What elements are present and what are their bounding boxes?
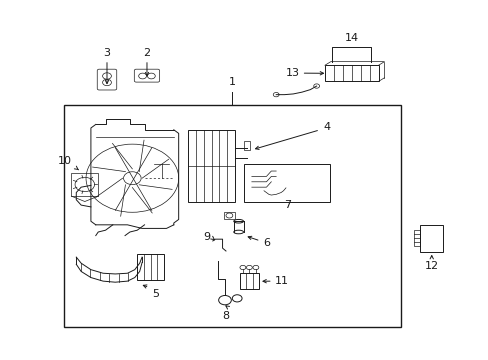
Text: 6: 6 xyxy=(263,238,269,248)
Bar xyxy=(419,225,443,252)
Text: 14: 14 xyxy=(344,33,358,43)
Bar xyxy=(244,141,250,150)
Bar xyxy=(71,173,98,196)
Bar xyxy=(244,164,329,202)
Bar xyxy=(224,212,234,220)
Text: 5: 5 xyxy=(152,289,159,299)
Text: 2: 2 xyxy=(143,48,150,58)
Text: 3: 3 xyxy=(103,48,110,58)
Bar xyxy=(325,65,378,81)
Bar xyxy=(137,253,163,280)
Bar xyxy=(188,130,234,202)
Text: 4: 4 xyxy=(323,122,330,132)
Text: 8: 8 xyxy=(222,311,229,321)
Text: 12: 12 xyxy=(424,261,438,271)
Bar xyxy=(413,230,419,246)
Text: 7: 7 xyxy=(284,201,291,211)
Bar xyxy=(64,105,400,327)
Text: 10: 10 xyxy=(58,156,72,166)
Bar xyxy=(239,273,259,289)
Text: 9: 9 xyxy=(203,232,210,242)
Text: 13: 13 xyxy=(285,68,299,78)
Text: 1: 1 xyxy=(228,77,235,87)
Text: 11: 11 xyxy=(274,276,288,286)
